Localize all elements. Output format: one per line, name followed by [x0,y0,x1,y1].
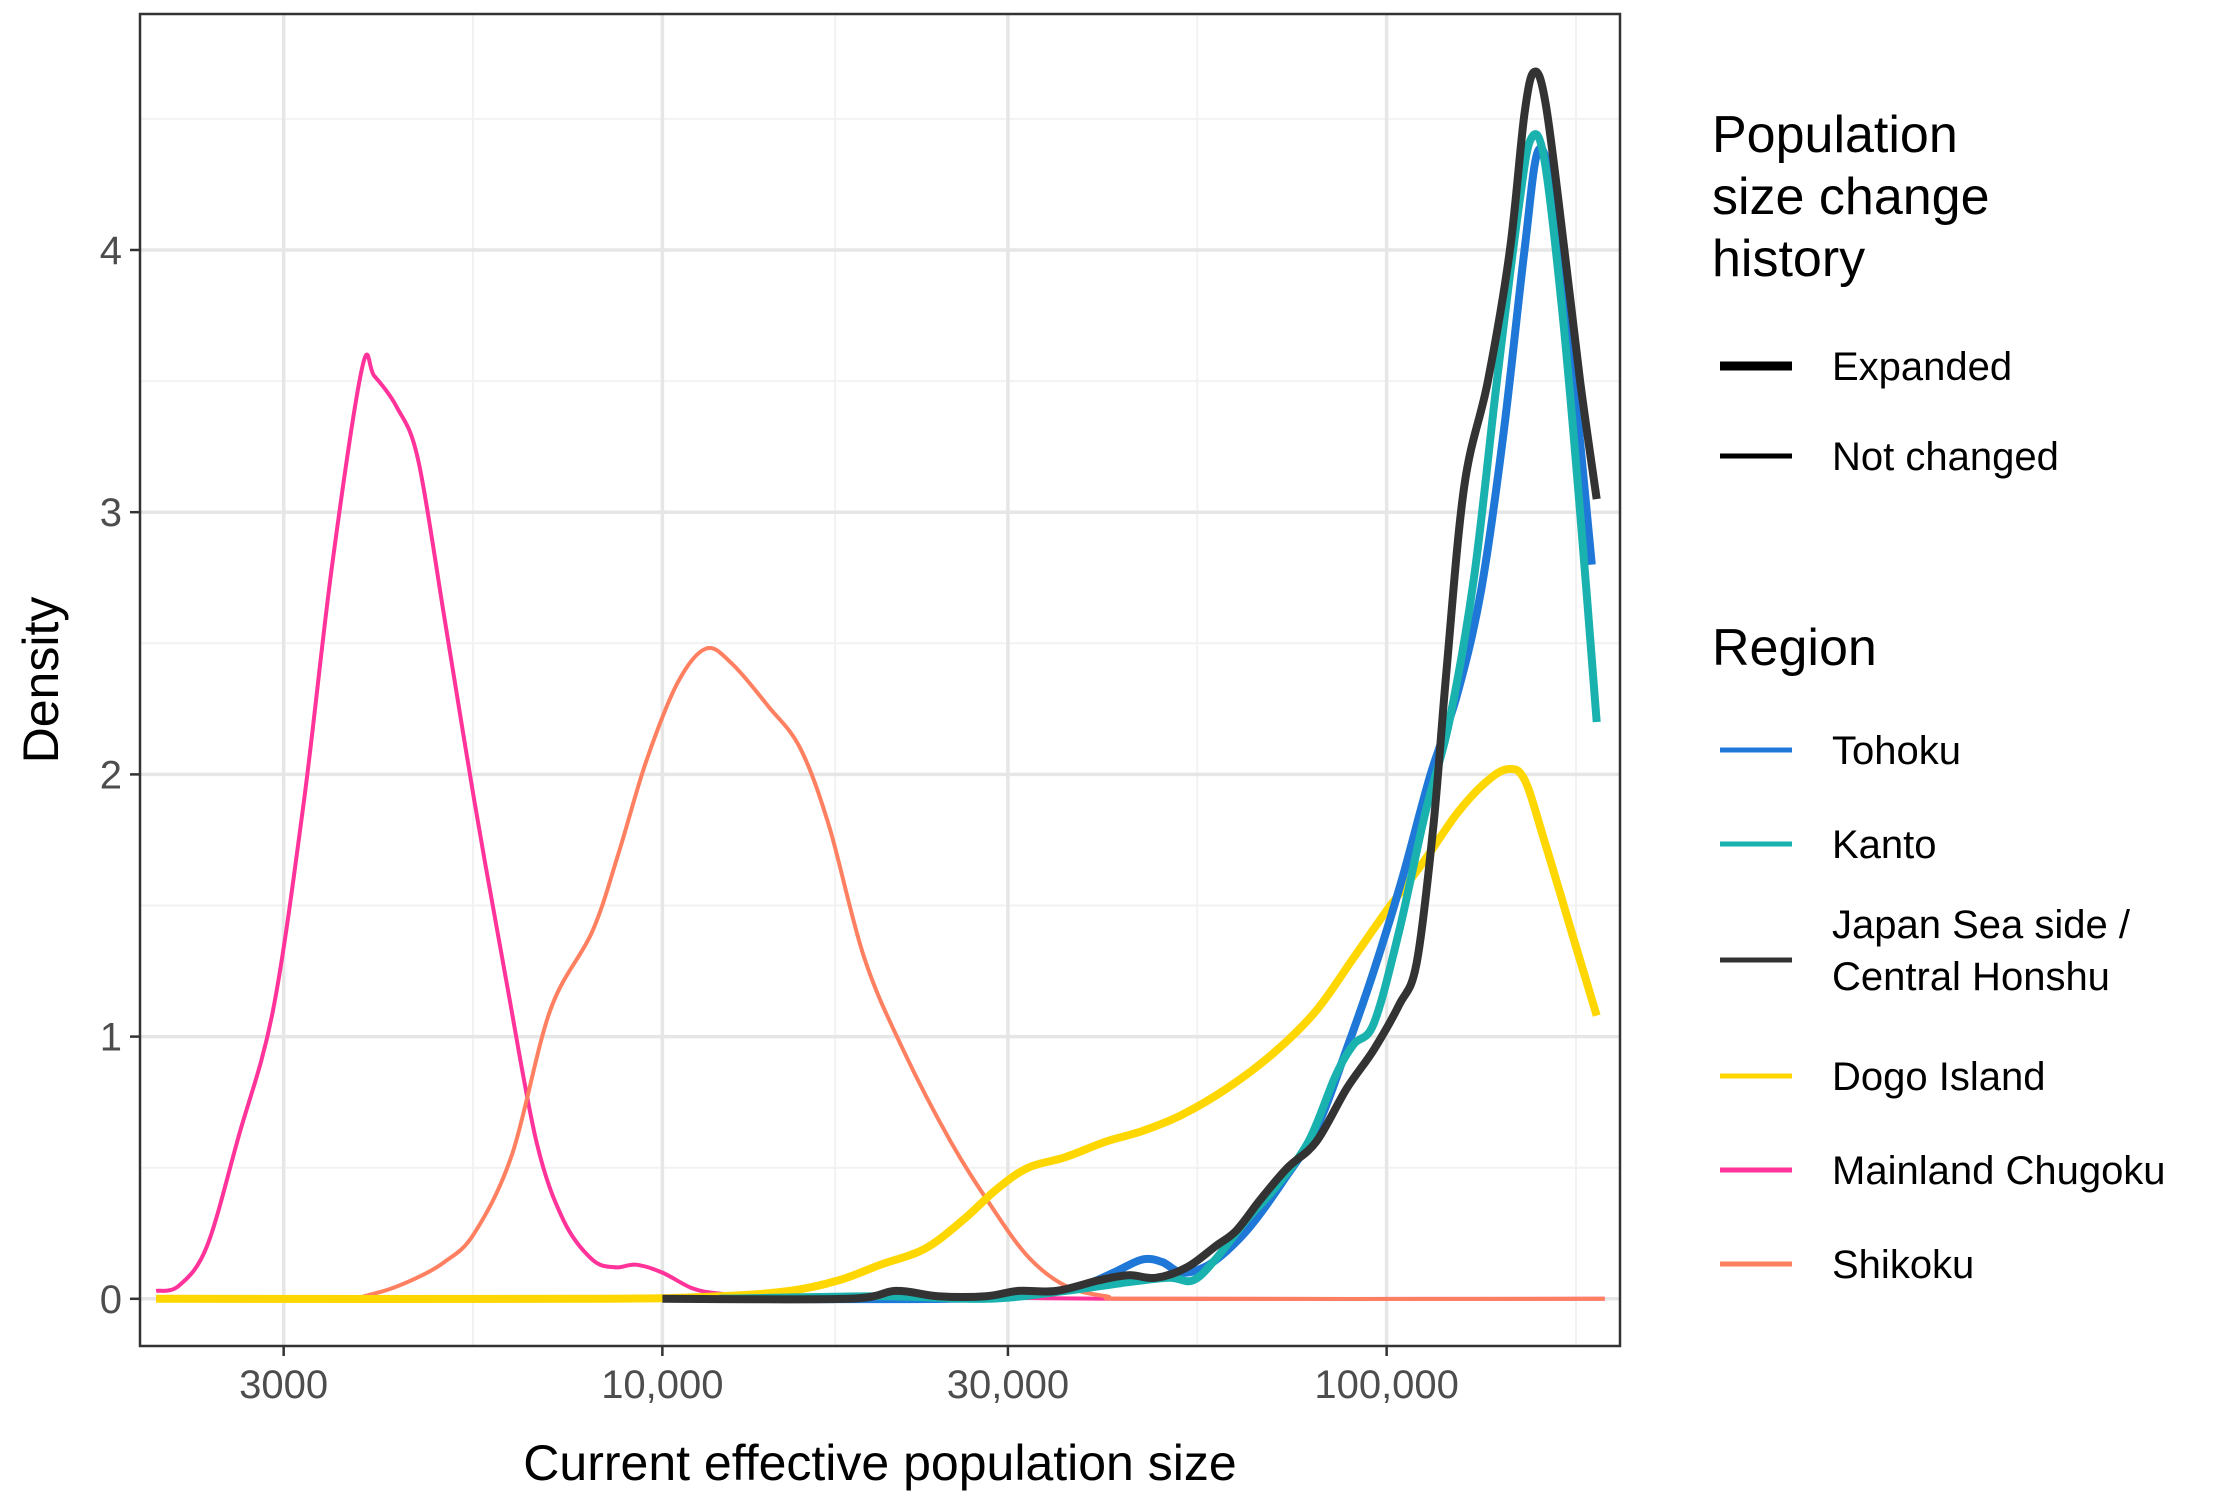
y-tick-label: 0 [100,1278,122,1322]
legend-label-not-changed: Not changed [1832,435,2059,479]
x-tick-label: 30,000 [947,1363,1069,1407]
legend-history: Population size change history Expanded … [1712,106,2059,479]
x-tick-label: 3000 [239,1363,328,1407]
legend-region-items: Tohoku Kanto Japan Sea side / Central Honsh… [1720,729,2166,1287]
legend-label-expanded: Expanded [1832,345,2012,389]
panel-border [138,12,1622,1348]
density-curves [155,67,1605,1304]
x-axis-title: Current effective population size [523,1435,1236,1491]
legend-label-line: Central Honshu [1832,955,2110,999]
density-curve-japan-sea-side-central-honshu [662,67,1601,1304]
legend-region-title: Region [1712,619,1877,677]
y-axis-title: Density [13,597,69,764]
density-curve-dogo-island [156,764,1601,1303]
legend-label-line: Kanto [1832,823,1937,867]
axes: 0 1 2 3 4 3000 10,000 30,000 100,000 [100,229,1459,1407]
legend-label-line: Shikoku [1832,1243,1974,1287]
legend-label-region: Mainland Chugoku [1832,1149,2166,1193]
y-tick-label: 3 [100,491,122,535]
legend-label-line: Dogo Island [1832,1055,2045,1099]
y-tick-label: 2 [100,753,122,797]
legend-history-title: Population size change history [1712,106,2004,288]
panel-background [140,14,1620,1346]
legend-label-line: Tohoku [1832,729,1961,773]
legend-history-title-line: history [1712,230,1865,288]
legend-label-line: Mainland Chugoku [1832,1149,2166,1193]
y-tick-label: 1 [100,1016,122,1060]
plot-panel [138,12,1622,1348]
y-tick-label: 4 [100,229,122,273]
legend-label-line: Japan Sea side / [1832,903,2131,947]
legend-label-region: Japan Sea side / Central Honshu [1832,903,2131,999]
x-tick-label: 100,000 [1314,1363,1459,1407]
legend-label-region: Tohoku [1832,729,1961,773]
legend-label-region: Kanto [1832,823,1937,867]
legend-label-region: Shikoku [1832,1243,1974,1287]
density-curve-kanto [719,130,1601,1303]
legend-history-title-line: size change [1712,168,1990,226]
legend-label-region: Dogo Island [1832,1055,2045,1099]
legend-history-title-line: Population [1712,106,1958,164]
legend-region: Region Tohoku Kanto Japan Sea side / Centra… [1712,619,2166,1287]
x-tick-label: 10,000 [601,1363,723,1407]
density-curve-shikoku [156,645,1605,1302]
